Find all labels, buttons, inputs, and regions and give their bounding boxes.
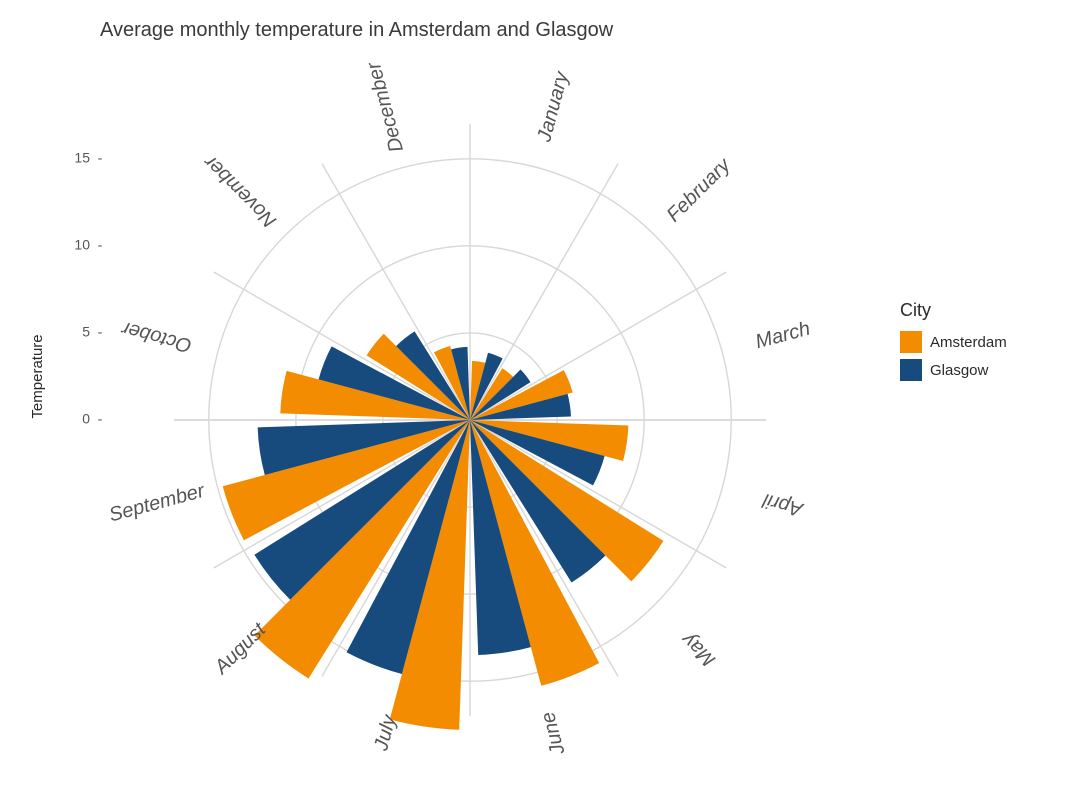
legend: City Amsterdam Glasgow bbox=[900, 300, 1007, 387]
month-label: January bbox=[533, 69, 573, 145]
legend-label: Amsterdam bbox=[930, 334, 1007, 351]
radial-tick-dash: - bbox=[98, 324, 103, 340]
radial-ticks: 0-5-10-15- bbox=[74, 149, 102, 426]
month-label: March bbox=[753, 318, 812, 354]
legend-item-amsterdam: Amsterdam bbox=[900, 331, 1007, 353]
radial-tick-dash: - bbox=[98, 411, 103, 427]
legend-label: Glasgow bbox=[930, 362, 988, 379]
legend-item-glasgow: Glasgow bbox=[900, 359, 1007, 381]
month-label: May bbox=[677, 628, 720, 671]
radial-tick-label: 15 bbox=[74, 149, 90, 165]
month-label: September bbox=[107, 480, 208, 527]
radial-tick-dash: - bbox=[98, 149, 103, 165]
legend-swatch bbox=[900, 331, 922, 353]
y-axis-title: Temperature bbox=[29, 334, 46, 418]
month-label: October bbox=[118, 317, 194, 357]
chart-title: Average monthly temperature in Amsterdam… bbox=[100, 19, 614, 41]
month-label: July bbox=[370, 712, 401, 754]
grid-spoke bbox=[470, 272, 726, 420]
polar-bar-chart: January February March April May June July Augu… bbox=[0, 0, 1080, 810]
legend-swatch bbox=[900, 359, 922, 381]
legend-title: City bbox=[900, 300, 1007, 321]
month-label: November bbox=[199, 150, 281, 232]
chart-container: { "chart": { "type": "polar-bar", "title… bbox=[0, 0, 1080, 810]
radial-tick-label: 5 bbox=[82, 324, 90, 340]
month-label: April bbox=[760, 489, 806, 521]
radial-tick-label: 10 bbox=[74, 237, 90, 253]
month-label: August bbox=[210, 618, 271, 679]
radial-tick-label: 0 bbox=[82, 411, 90, 427]
bars bbox=[223, 331, 664, 729]
month-label: February bbox=[663, 154, 736, 227]
radial-tick-dash: - bbox=[98, 237, 103, 253]
month-label: December bbox=[363, 58, 408, 154]
month-label: June bbox=[537, 709, 570, 758]
